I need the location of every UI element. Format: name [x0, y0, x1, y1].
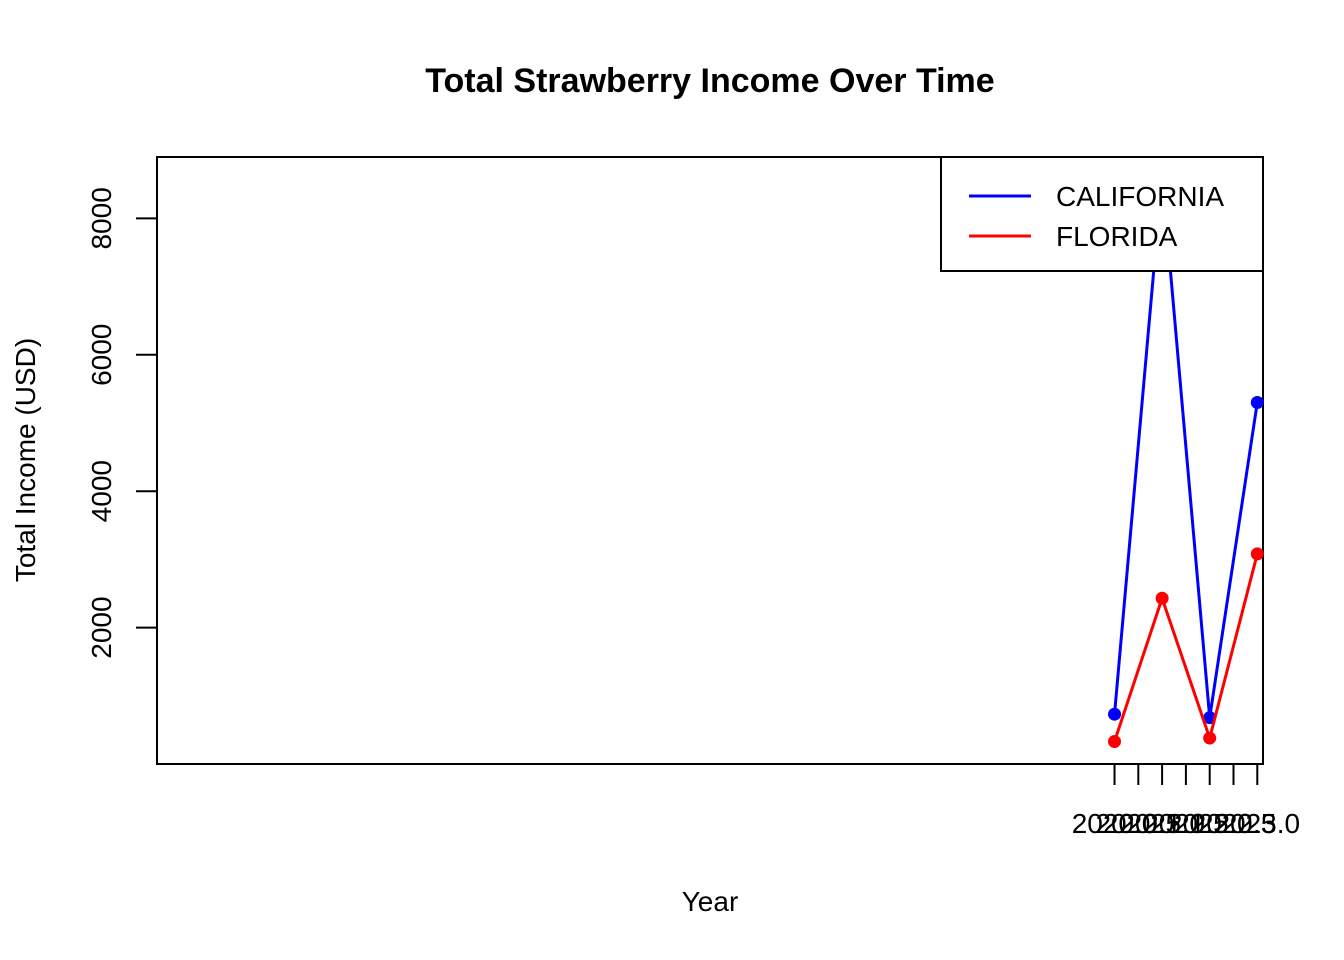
data-point-florida — [1155, 591, 1169, 605]
x-tick-label: 2022.0 — [1167, 808, 1253, 839]
data-point-florida — [1250, 547, 1264, 561]
y-tick-label: 4000 — [86, 460, 117, 522]
legend-label-florida: FLORIDA — [1056, 221, 1178, 252]
x-tick-label: 2020.0 — [1072, 808, 1158, 839]
legend: CALIFORNIA FLORIDA — [940, 156, 1264, 272]
legend-label-california: CALIFORNIA — [1056, 181, 1224, 212]
y-axis: 2000 4000 6000 8000 — [86, 187, 158, 659]
x-tick-label: 2023.0 — [1214, 808, 1300, 839]
x-tick-label: 2021.5 — [1143, 808, 1229, 839]
data-point-california — [1250, 396, 1264, 410]
y-tick-label: 8000 — [86, 187, 117, 249]
y-tick-label: 2000 — [86, 596, 117, 658]
data-point-florida — [1203, 731, 1217, 745]
data-point-california — [1108, 707, 1122, 721]
series-line-florida — [1113, 552, 1259, 743]
x-axis-label: Year — [682, 886, 739, 917]
y-axis-label: Total Income (USD) — [10, 338, 41, 582]
x-tick-label: 2022.5 — [1191, 808, 1277, 839]
legend-box — [940, 156, 1264, 272]
x-tick-label: 2021.0 — [1119, 808, 1205, 839]
x-tick-label: 2020.5 — [1095, 808, 1181, 839]
chart-title: Total Strawberry Income Over Time — [425, 62, 994, 100]
series-layer — [1108, 169, 1264, 748]
x-axis: 2020.02020.52021.02021.52022.02022.52023… — [1072, 763, 1300, 839]
y-tick-label: 6000 — [86, 324, 117, 386]
data-point-florida — [1108, 734, 1122, 748]
series-line-california — [1113, 174, 1259, 720]
